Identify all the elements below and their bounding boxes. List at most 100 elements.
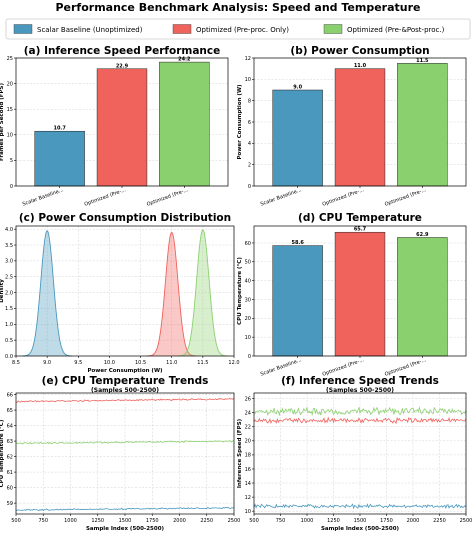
ytick-label: 1.5 [5,306,13,312]
bar-value-label: 22.9 [116,63,129,69]
axes-frame [253,225,467,357]
xtick-label: 2500 [228,518,241,524]
x-axis-label: Sample Index (500-2500) [321,526,400,532]
trend-line [253,406,467,417]
xtick-label: 1750 [146,518,159,524]
ytick-label: 4.0 [5,227,13,233]
ytick-label: 0 [248,184,251,190]
legend: Scalar Baseline (Unoptimized) Optimized (… [5,18,471,40]
ytick-label: 61 [7,470,13,476]
ytick-label: 15 [7,107,13,113]
xtick-label: 2250 [433,518,446,524]
ytick-label: 2.5 [5,275,13,281]
ytick-label: 64 [7,423,13,429]
ytick-label: 20 [245,316,251,322]
ytick-label: 50 [245,260,251,266]
axes-frame [15,57,229,187]
ytick-label: 10 [7,133,13,139]
xtick-label: 2000 [173,518,186,524]
ytick-label: 20 [245,439,251,445]
ytick-label: 8 [248,98,251,104]
x-axis-label: Sample Index (500-2500) [86,526,165,532]
ytick-label: 10 [245,335,251,341]
xtick-label: Scalar Baseline... [260,187,303,208]
bar [397,237,448,357]
axes-frame [15,225,235,357]
legend-box [5,18,471,40]
ytick-label: 22 [245,425,251,431]
axes-frame [253,57,467,187]
density-fill [22,230,73,356]
xtick-label: 2250 [200,518,213,524]
ytick-label: 3.5 [5,243,13,249]
figure-title: Performance Benchmark Analysis: Speed an… [55,1,420,14]
xtick-label: 9.0 [43,360,51,366]
ytick-label: 60 [7,485,13,491]
density-fill [177,229,228,356]
trend-line [15,397,235,403]
ytick-label: 62 [7,454,13,460]
bar [96,68,148,187]
xtick-label: 12.0 [228,360,239,366]
ytick-label: 0 [248,354,251,360]
y-axis-label: Power Consumption (W) [237,84,243,160]
bar-value-label: 11.5 [416,58,429,64]
bar-value-label: 24.2 [178,57,191,63]
panel-b: 0 2 4 6 8 10 12 9.0 Scalar Baseline... 11.0 Optimi… [237,45,467,208]
panel-a: 0 5 10 15 20 25 10.7 Scalar Baseline... 22.9 Opti… [0,45,229,208]
ytick-label: 0.5 [5,338,13,344]
panel-title: (e) CPU Temperature Trends [42,375,209,387]
ytick-label: 0.0 [5,354,13,360]
ytick-label: 40 [245,278,251,284]
ytick-label: 4 [248,141,251,147]
panel-subtitle: (Samples 500-2500) [91,387,159,394]
xtick-label: 1750 [380,518,393,524]
xtick-label: 10.0 [104,360,115,366]
ytick-label: 63 [7,439,13,445]
bar-value-label: 10.7 [53,126,66,132]
ytick-label: 6 [248,120,251,126]
bar [34,130,85,187]
axes-frame [253,392,467,515]
density-line [177,229,228,357]
ytick-label: 1.0 [5,322,13,328]
xtick-label: 1000 [301,518,314,524]
ytick-label: 10 [245,77,251,83]
xtick-label: 9.5 [74,360,82,366]
axes-frame [15,392,235,515]
panel-title: (c) Power Consumption Distribution [19,212,231,224]
y-axis-label: CPU Temperature (°C) [0,419,5,487]
density-line [22,230,73,357]
xtick-label: Optimized (Pre-... [322,187,365,208]
ytick-label: 26 [245,396,251,402]
legend-label: Optimized (Pre-proc. Only) [196,26,289,34]
panel-title: (b) Power Consumption [290,45,429,57]
panel-c: 0.0 0.5 1.0 1.5 2.0 2.5 3.0 3.5 4.0 8.5 9.0 9.5 10.0… [0,212,240,374]
bar-value-label: 65.7 [354,227,367,233]
xtick-label: 500 [11,518,21,524]
ytick-label: 3.0 [5,259,13,265]
bar [159,61,210,187]
ytick-label: 20 [7,81,13,87]
panel-e: 59 60 61 62 63 64 65 66 500 750 1000 1250 1500 1750 20… [0,375,240,532]
ytick-label: 14 [245,481,251,487]
xtick-label: 1250 [91,518,104,524]
y-axis-label: CPU Temperature (°C) [237,257,243,325]
bar-value-label: 9.0 [293,85,302,91]
trend-line [253,503,467,510]
xtick-label: 750 [38,518,48,524]
xtick-label: Optimized (Pre-... [384,187,427,208]
bar [397,63,448,187]
xtick-label: Scalar Baseline... [22,187,65,208]
xtick-label: 2000 [407,518,420,524]
legend-swatch [323,24,343,34]
bar-value-label: 11.0 [354,63,367,69]
panel-title: (d) CPU Temperature [298,212,422,224]
ytick-label: 30 [245,297,251,303]
panel-title: (f) Inference Speed Trends [281,375,439,387]
xtick-label: 1500 [119,518,132,524]
bar [334,231,386,357]
bar [272,89,323,187]
